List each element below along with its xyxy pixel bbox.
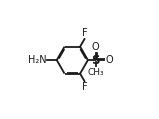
Text: O: O bbox=[92, 42, 100, 52]
Text: CH₃: CH₃ bbox=[87, 68, 104, 77]
Text: F: F bbox=[82, 28, 87, 38]
Text: H₂N: H₂N bbox=[28, 55, 46, 65]
Text: O: O bbox=[105, 55, 113, 65]
Text: F: F bbox=[82, 82, 87, 92]
Text: S: S bbox=[91, 54, 100, 67]
